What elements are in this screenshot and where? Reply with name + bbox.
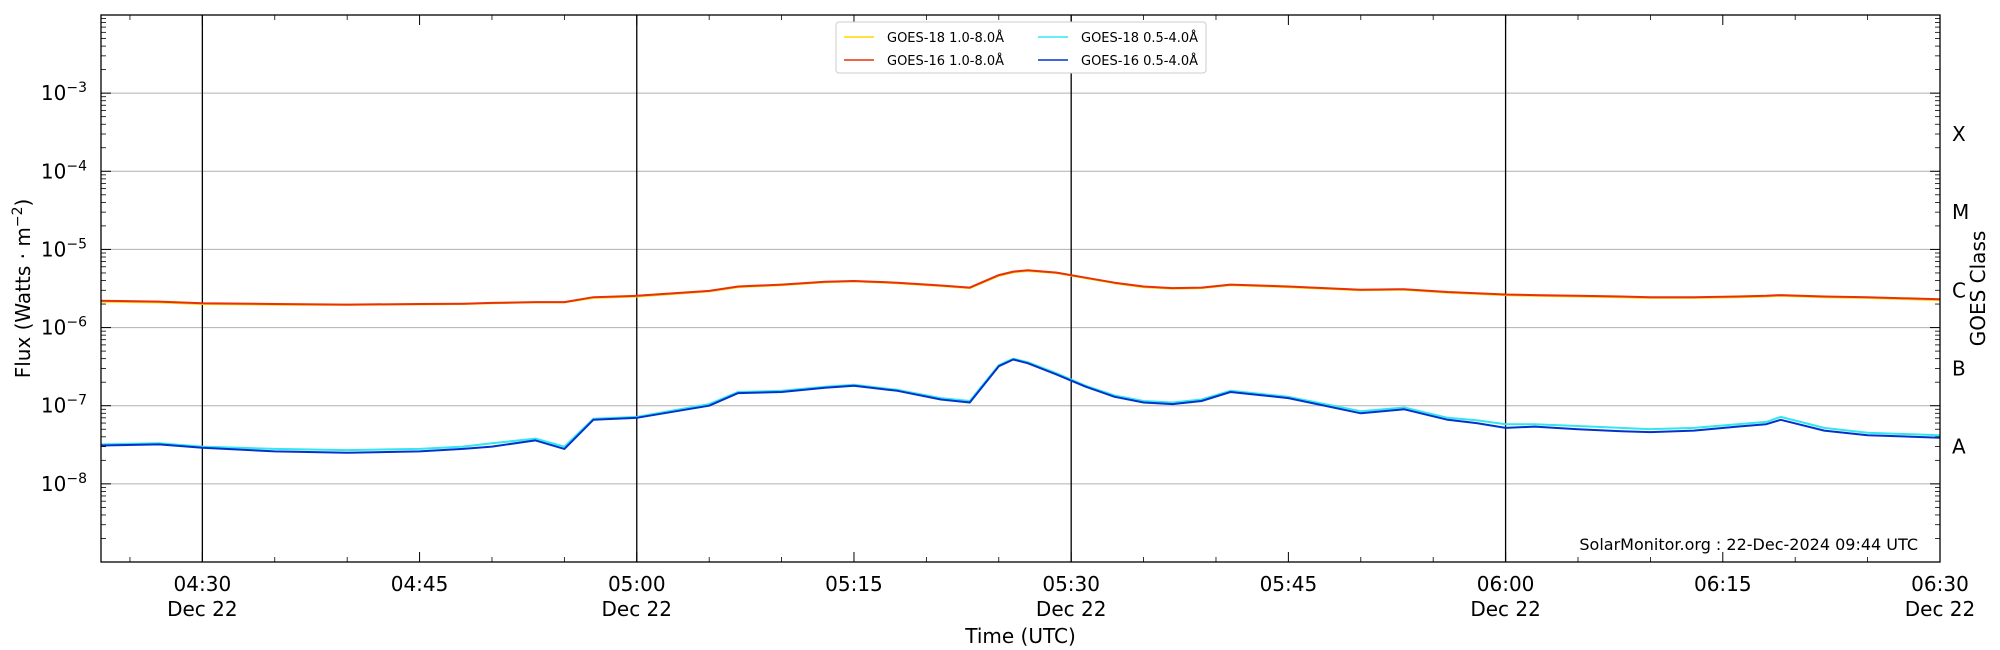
x-tick-label: 06:00 <box>1477 572 1535 596</box>
x-tick-label: 04:30 <box>174 572 232 596</box>
plot-frame <box>100 14 1941 563</box>
series-line <box>100 269 1941 306</box>
x-tick-label: 04:45 <box>391 572 449 596</box>
legend-box <box>835 21 1207 74</box>
x-tick-date-label: Dec 22 <box>1036 597 1107 621</box>
y-tick-label: 10−6 <box>41 315 87 340</box>
x-tick-label: 05:15 <box>825 572 883 596</box>
x-tick-label: 05:00 <box>608 572 666 596</box>
goes-class-label: M <box>1952 200 1969 224</box>
y-tick-label: 10−5 <box>41 236 87 261</box>
legend-label: GOES-18 1.0-8.0Å <box>887 30 1004 46</box>
x-axis-title: Time (UTC) <box>964 624 1076 648</box>
goes-class-label: B <box>1952 356 1966 380</box>
legend-label: GOES-18 0.5-4.0Å <box>1081 30 1198 46</box>
y-tick-label: 10−4 <box>41 158 87 183</box>
goes-class-title: GOES Class <box>1966 231 1990 347</box>
x-tick-label: 06:15 <box>1694 572 1752 596</box>
x-tick-date-label: Dec 22 <box>602 597 673 621</box>
legend: GOES-18 1.0-8.0Å GOES-18 0.5-4.0Å GOES-16 … <box>835 21 1207 74</box>
goes-class-label: X <box>1952 122 1966 146</box>
series-line <box>100 270 1941 306</box>
y-tick-label: 10−3 <box>41 80 87 105</box>
x-tick-label: 06:30 <box>1911 572 1969 596</box>
x-tick-date-label: Dec 22 <box>1470 597 1541 621</box>
x-tick-label: 05:30 <box>1042 572 1100 596</box>
legend-label: GOES-16 1.0-8.0Å <box>887 53 1004 69</box>
credit-text: SolarMonitor.org : 22-Dec-2024 09:44 UTC <box>1579 535 1918 554</box>
y-tick-label: 10−7 <box>41 393 87 418</box>
x-tick-date-label: Dec 22 <box>1905 597 1976 621</box>
series-line <box>100 358 1941 454</box>
y-tick-label: 10−8 <box>41 471 87 496</box>
goes-class-label: A <box>1952 435 1966 459</box>
goes-class-label: C <box>1952 278 1966 302</box>
legend-label: GOES-16 0.5-4.0Å <box>1081 53 1198 69</box>
y-axis-ticks: 10−8 10−7 10−6 10−5 10−4 10−3 <box>41 18 1940 539</box>
x-tick-date-label: Dec 22 <box>167 597 238 621</box>
series-lines <box>100 269 1941 454</box>
y-axis-title: Flux (Watts · m−2) <box>10 199 35 379</box>
x-tick-label: 05:45 <box>1260 572 1318 596</box>
grid <box>101 92 1940 485</box>
time-divider-lines <box>201 15 1507 562</box>
series-line <box>100 357 1941 452</box>
goes-class-axis: A B C M X <box>1952 122 1969 459</box>
